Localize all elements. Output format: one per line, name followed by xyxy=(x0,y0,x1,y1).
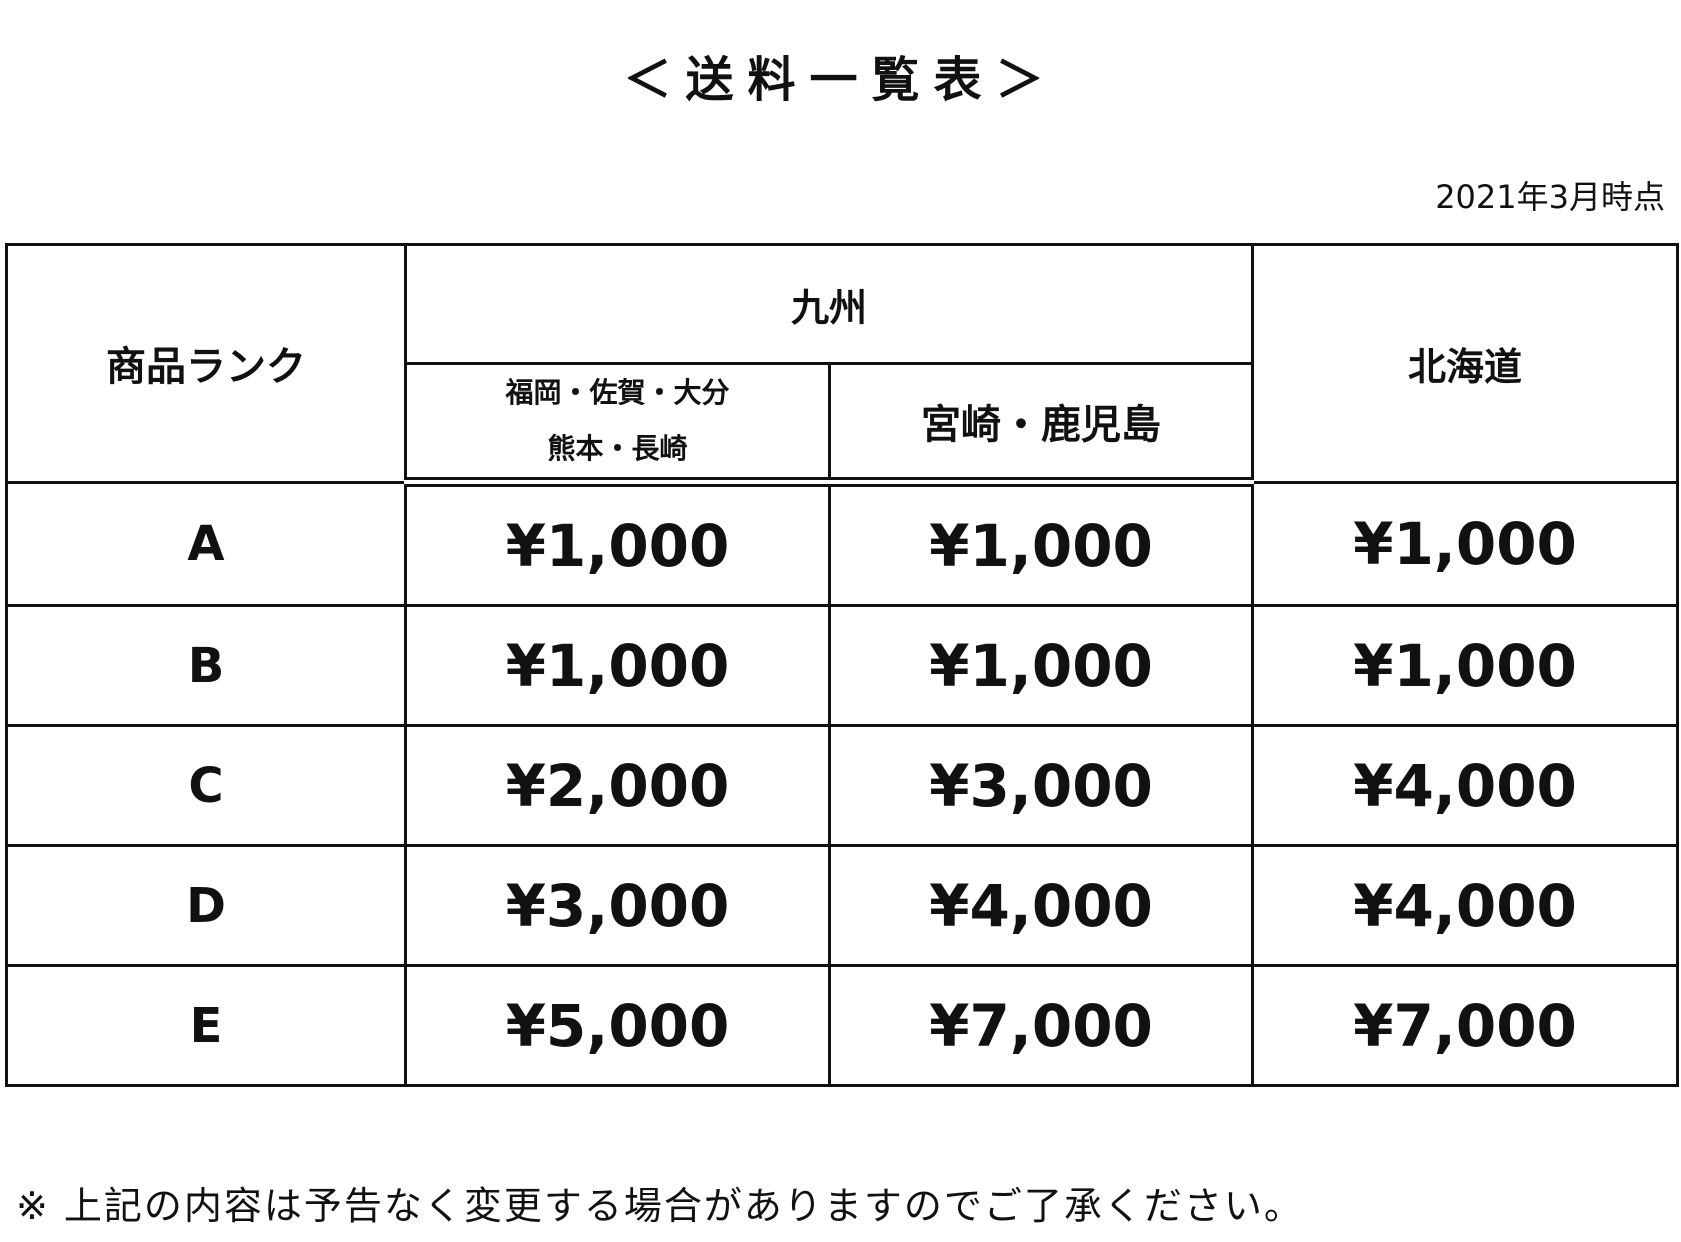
header-kyushu-north-line1: 福岡・佐賀・大分 xyxy=(505,376,730,409)
table-row: C ¥2,000 ¥3,000 ¥4,000 xyxy=(5,724,1680,847)
table-row: A ¥1,000 ¥1,000 ¥1,000 xyxy=(5,480,1680,607)
price-kyushu-north: ¥1,000 xyxy=(404,604,830,727)
price-kyushu-north: ¥3,000 xyxy=(404,844,830,967)
date-note: 2021年3月時点 xyxy=(1435,178,1665,216)
price-kyushu-south: ¥7,000 xyxy=(827,964,1255,1087)
price-kyushu-south: ¥1,000 xyxy=(827,604,1255,727)
header-rank: 商品ランク xyxy=(5,243,407,484)
price-hokkaido: ¥1,000 xyxy=(1251,604,1680,727)
price-kyushu-north: ¥2,000 xyxy=(404,724,830,847)
price-kyushu-south: ¥1,000 xyxy=(827,480,1255,607)
rank-cell: C xyxy=(5,724,407,847)
price-kyushu-north: ¥5,000 xyxy=(404,964,830,1087)
price-hokkaido: ¥1,000 xyxy=(1251,480,1680,607)
header-kyushu-south: 宮崎・鹿児島 xyxy=(827,362,1255,487)
price-kyushu-south: ¥4,000 xyxy=(827,844,1255,967)
rank-cell: B xyxy=(5,604,407,727)
price-hokkaido: ¥4,000 xyxy=(1251,724,1680,847)
table-row: B ¥1,000 ¥1,000 ¥1,000 xyxy=(5,604,1680,727)
price-kyushu-north: ¥1,000 xyxy=(404,480,830,607)
rank-cell: A xyxy=(5,480,407,607)
rank-cell: E xyxy=(5,964,407,1087)
header-hokkaido: 北海道 xyxy=(1251,243,1680,484)
header-kyushu-north-line2: 熊本・長崎 xyxy=(547,432,688,465)
table-row: D ¥3,000 ¥4,000 ¥4,000 xyxy=(5,844,1680,967)
price-hokkaido: ¥4,000 xyxy=(1251,844,1680,967)
price-hokkaido: ¥7,000 xyxy=(1251,964,1680,1087)
table-row: E ¥5,000 ¥7,000 ¥7,000 xyxy=(5,964,1680,1087)
footnote: ※ 上記の内容は予告なく変更する場合がありますのでご了承ください。 xyxy=(16,1184,1304,1228)
shipping-fee-table: 商品ランク 九州 北海道 福岡・佐賀・大分 熊本・長崎 宮崎・鹿児島 A ¥1,0… xyxy=(5,243,1680,1087)
header-kyushu-north: 福岡・佐賀・大分 熊本・長崎 xyxy=(404,362,830,487)
header-kyushu: 九州 xyxy=(403,243,1255,365)
price-kyushu-south: ¥3,000 xyxy=(827,724,1255,847)
rank-cell: D xyxy=(5,844,407,967)
page-title: ＜送料一覧表＞ xyxy=(623,52,1058,108)
